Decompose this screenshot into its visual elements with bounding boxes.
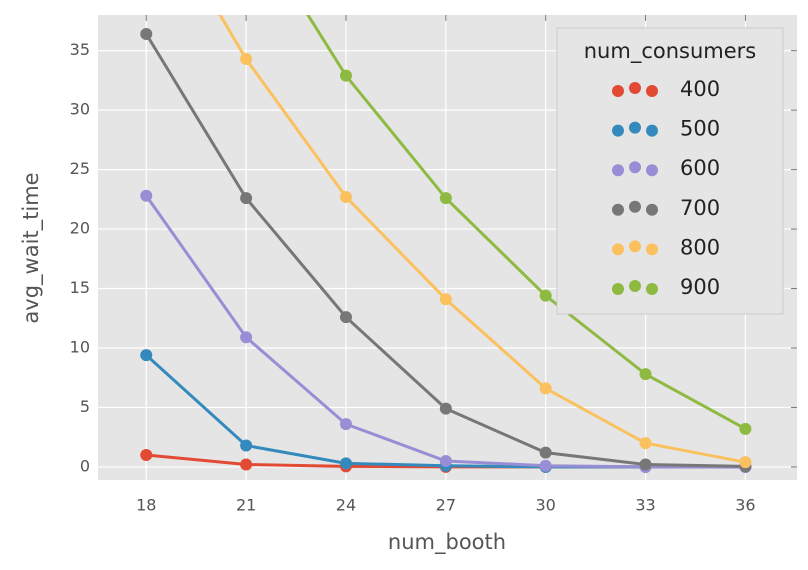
x-tick-label: 30 <box>536 496 556 515</box>
data-point <box>339 190 352 203</box>
legend-marker <box>646 283 658 295</box>
y-tick-label: 5 <box>80 397 90 416</box>
data-point <box>439 293 452 306</box>
y-tick-label: 25 <box>70 159 90 178</box>
legend-marker <box>612 203 624 216</box>
data-point <box>639 458 652 471</box>
data-point <box>140 28 153 41</box>
legend-marker <box>646 203 658 216</box>
x-tick-label: 36 <box>735 496 755 515</box>
legend-marker <box>646 124 658 137</box>
x-tick-label: 18 <box>136 496 156 515</box>
data-point <box>539 459 552 472</box>
legend-label: 800 <box>680 235 720 259</box>
legend-label: 900 <box>680 275 720 299</box>
legend-marker <box>629 161 641 174</box>
x-tick-label: 21 <box>236 496 256 515</box>
data-point <box>439 454 452 467</box>
data-point <box>339 418 352 431</box>
legend-label: 400 <box>680 77 720 101</box>
data-point <box>539 446 552 459</box>
legend-marker <box>612 85 624 97</box>
data-point <box>339 457 352 470</box>
data-point <box>240 192 253 205</box>
legend-marker <box>629 240 641 253</box>
data-point <box>539 382 552 395</box>
y-tick-label: 30 <box>70 100 90 119</box>
data-point <box>439 192 452 205</box>
data-point <box>639 368 652 381</box>
legend-title: num_consumers <box>584 39 756 64</box>
legend-marker <box>646 243 658 256</box>
legend-marker <box>629 200 641 213</box>
legend-marker <box>629 121 641 134</box>
y-tick-label: 10 <box>70 337 90 356</box>
data-point <box>339 311 352 324</box>
legend-box <box>556 27 784 315</box>
legend-marker <box>629 280 641 292</box>
legend-marker <box>629 82 641 94</box>
data-point <box>240 331 253 344</box>
legend-label: 600 <box>680 156 720 180</box>
series-line <box>306 15 747 431</box>
legend-marker <box>612 243 624 256</box>
legend-marker <box>612 164 624 177</box>
data-point <box>739 422 752 435</box>
data-point <box>639 437 652 450</box>
data-point <box>140 449 153 462</box>
y-tick-label: 35 <box>70 40 90 59</box>
x-tick-label: 24 <box>336 496 356 515</box>
legend-marker <box>646 85 658 97</box>
x-tick-label: 33 <box>635 496 655 515</box>
y-tick-label: 20 <box>70 219 90 238</box>
data-point <box>539 289 552 302</box>
legend-marker <box>646 164 658 177</box>
data-point <box>739 456 752 469</box>
legend-label: 700 <box>680 196 720 220</box>
data-point <box>240 53 253 66</box>
data-point <box>339 69 352 82</box>
y-axis-label: avg_wait_time <box>19 172 44 323</box>
data-point <box>439 402 452 415</box>
legend-marker <box>612 283 624 295</box>
data-point <box>140 349 153 362</box>
data-point <box>240 458 253 471</box>
data-point <box>240 439 253 452</box>
legend-label: 500 <box>680 117 720 141</box>
x-axis-label: num_booth <box>388 530 506 555</box>
data-point <box>140 189 153 202</box>
x-tick-label: 27 <box>436 496 456 515</box>
legend-marker <box>612 124 624 137</box>
y-tick-label: 15 <box>70 278 90 297</box>
y-tick-label: 0 <box>80 456 90 475</box>
